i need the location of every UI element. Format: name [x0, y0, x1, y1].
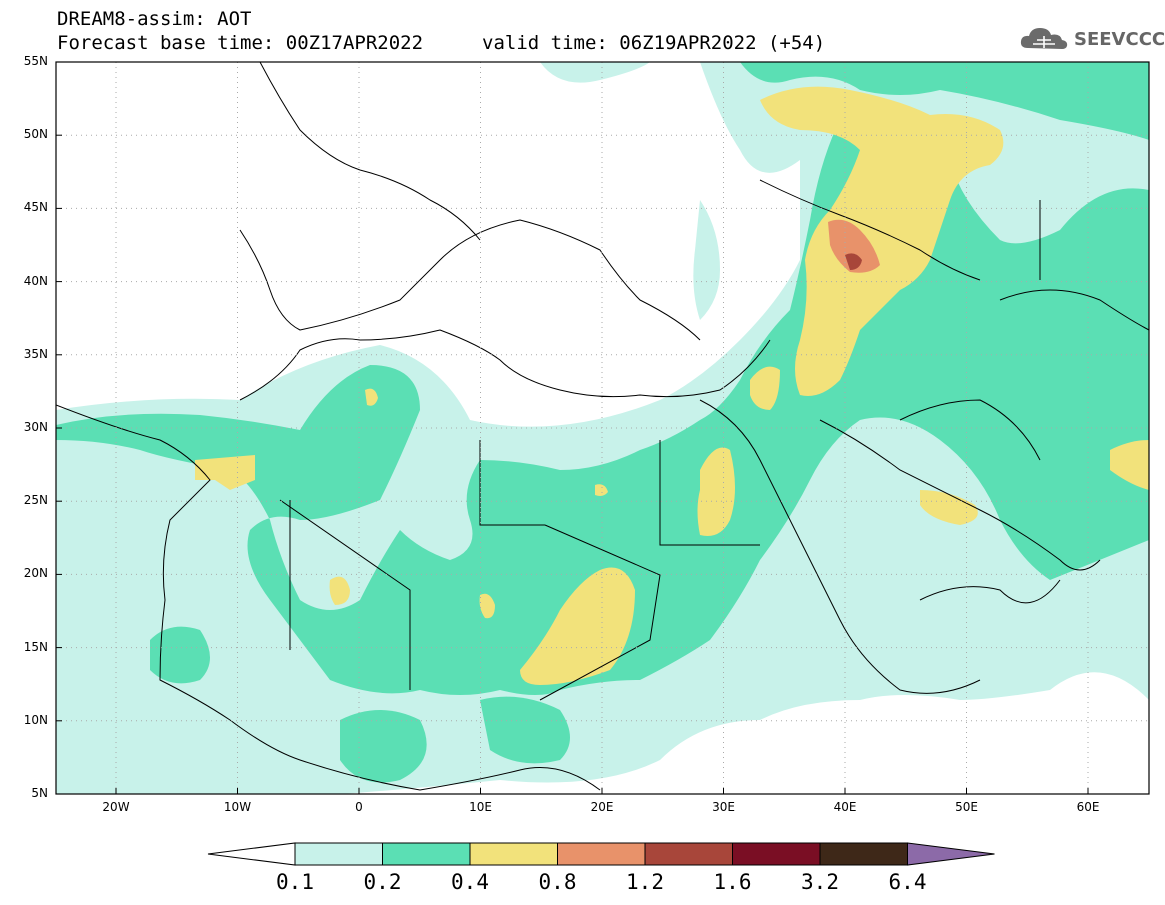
colorbar-label: 1.2: [626, 870, 664, 894]
lon-label: 50E: [955, 800, 978, 814]
colorbar-label: 0.8: [538, 870, 577, 894]
lon-label: 10W: [223, 800, 252, 814]
colorbar-label: 0.1: [276, 870, 314, 894]
lat-label: 20N: [23, 566, 48, 581]
lat-label: 15N: [23, 639, 48, 654]
lat-label: 40N: [23, 273, 48, 288]
lon-label: 60E: [1076, 800, 1100, 814]
colorbar-label: 0.2: [363, 870, 402, 894]
lat-label: 55N: [23, 54, 48, 68]
colorbar-label: 0.4: [451, 870, 489, 894]
lat-label: 25N: [23, 493, 48, 508]
seevccc-logo: SEEVCCC: [1018, 24, 1165, 54]
lat-label: 10N: [23, 712, 48, 727]
cloud-icon: [1020, 28, 1068, 49]
lat-label: 5N: [31, 786, 48, 800]
lon-label: 30E: [712, 800, 735, 814]
logo-text: SEEVCCC: [1074, 28, 1165, 50]
lat-label: 30N: [23, 420, 48, 434]
lon-label: 20E: [590, 800, 614, 814]
lat-label: 45N: [23, 200, 48, 215]
lon-label: 20W: [102, 800, 130, 814]
map-title: DREAM8-assim: AOT: [57, 8, 252, 30]
colorbar-label: 3.2: [801, 870, 839, 894]
forecast-base-time: Forecast base time: 00Z17APR2022: [57, 32, 424, 54]
lon-label: 0: [355, 800, 363, 814]
gridlines: [56, 62, 1149, 794]
lon-label: 10E: [469, 800, 492, 814]
lat-label: 50N: [23, 127, 48, 142]
colorbar-label: 6.4: [888, 870, 927, 894]
lon-label: 40E: [833, 800, 857, 814]
colorbar-label: 1.6: [713, 870, 752, 894]
valid-time: valid time: 06Z19APR2022 (+54): [482, 32, 826, 54]
lat-label: 35N: [23, 346, 48, 361]
